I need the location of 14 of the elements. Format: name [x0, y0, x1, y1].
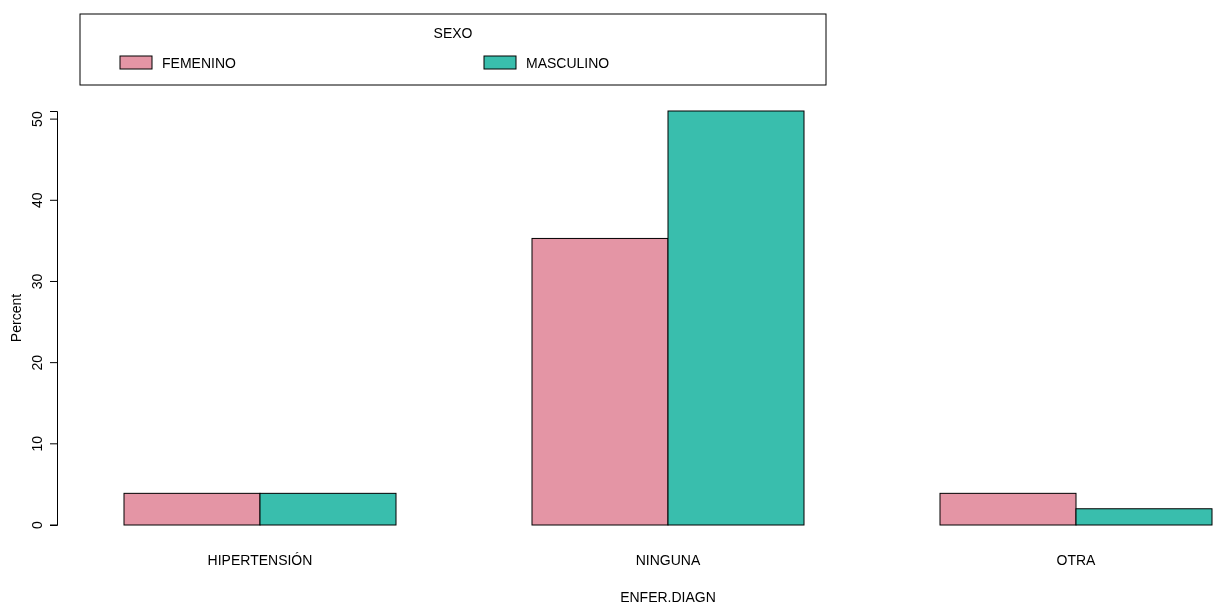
legend-label: MASCULINO	[526, 55, 610, 71]
y-tick-label: 20	[28, 354, 45, 371]
x-tick-label: NINGUNA	[635, 552, 701, 568]
x-axis-title: ENFER.DIAGN	[620, 589, 716, 603]
legend-label: FEMENINO	[162, 55, 236, 71]
y-tick-label: 30	[28, 273, 45, 290]
y-tick-label: 10	[28, 435, 45, 452]
legend-title: SEXO	[433, 25, 473, 41]
y-tick-label: 50	[28, 111, 45, 127]
x-tick-label: HIPERTENSIÓN	[207, 552, 313, 568]
y-tick-label: 40	[28, 192, 45, 209]
y-axis-title: Percent	[8, 293, 24, 343]
x-tick-label: OTRA	[1056, 552, 1097, 568]
y-tick-label: 0	[28, 520, 45, 529]
